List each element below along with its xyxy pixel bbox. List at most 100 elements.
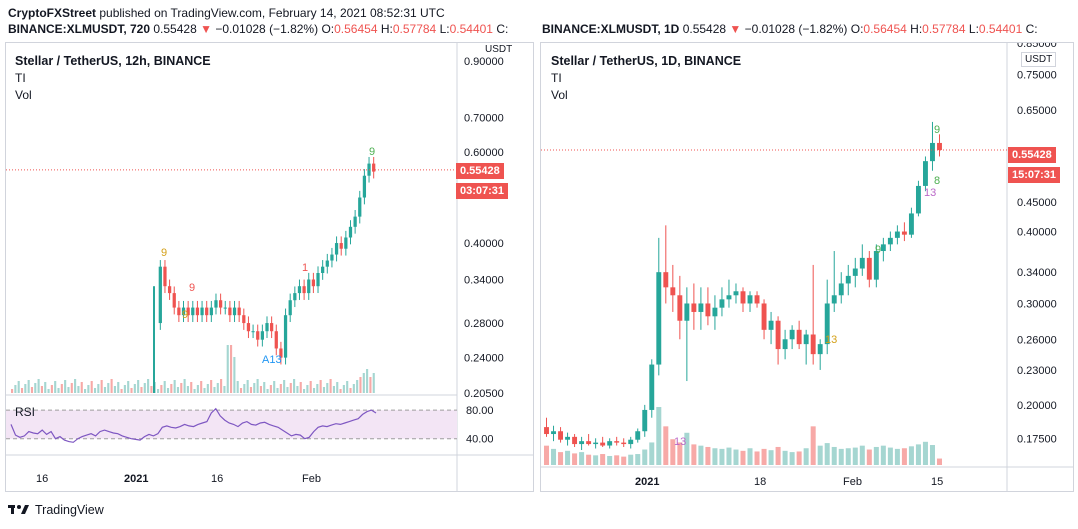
left-y-tick-label: 0.40000	[464, 238, 504, 250]
left-candle-body	[167, 286, 172, 294]
right-candle-body	[733, 291, 739, 296]
left-volume-bar	[93, 388, 97, 393]
left-volume-bar	[226, 345, 229, 393]
left-candle-body	[256, 331, 260, 340]
right-chart-panel[interactable]: 0.85000 0.75000 0.65000 0.45000 0.40000 0.340…	[540, 42, 1074, 492]
right-volume-bar	[845, 448, 851, 465]
left-volume-bar	[44, 382, 47, 393]
right-candle-body	[761, 303, 767, 330]
left-candle-body	[339, 243, 343, 249]
left-chart-title: Stellar / TetherUS, 12h, BINANCE	[15, 54, 211, 68]
left-volume-bar	[369, 377, 372, 393]
right-ti-annotation: 13	[924, 187, 936, 199]
right-volume-bar	[838, 448, 844, 465]
left-candle-body	[307, 279, 311, 294]
left-chart-panel[interactable]: 0.90000 0.70000 0.60000 0.40000 0.34000 0.280…	[5, 42, 534, 492]
right-candle-body	[677, 295, 683, 321]
right-candle-body	[607, 441, 613, 446]
left-volume-bar	[303, 389, 306, 393]
right-volume-bar	[565, 450, 571, 465]
left-rsi-tick-label: 80.00	[466, 405, 494, 417]
right-indicator-vol[interactable]: Vol	[551, 88, 568, 102]
left-volume-bar	[220, 379, 223, 393]
left-low-label: L:	[439, 22, 450, 36]
right-volume-bar	[614, 455, 620, 465]
right-candle-body	[873, 251, 879, 280]
left-y-tick-label: 0.24000	[464, 353, 504, 365]
right-volume-bar	[684, 432, 690, 465]
right-indicator-ti[interactable]: TI	[551, 71, 562, 85]
right-candle-body	[817, 344, 823, 355]
left-volume-bar	[346, 381, 349, 393]
right-close-label: C:	[1025, 22, 1038, 36]
right-candle-body	[572, 436, 578, 445]
right-candle-body	[551, 431, 556, 435]
left-last-price-tag: 0.55428	[456, 163, 504, 179]
right-high-label: H:	[910, 22, 923, 36]
right-countdown-tag: 15:07:31	[1008, 167, 1061, 183]
right-volume-bar	[775, 446, 781, 465]
right-y-tick-label: 0.30000	[1017, 298, 1057, 310]
left-volume-bar	[196, 385, 199, 393]
right-candle-body	[684, 303, 690, 321]
left-volume-bar	[183, 379, 186, 393]
right-candle-body	[600, 442, 606, 446]
left-volume-bar	[203, 388, 206, 393]
publish-header: CryptoFXStreet published on TradingView.…	[8, 6, 445, 20]
right-high: 0.57784	[922, 22, 966, 36]
left-ti-annotation: 9	[161, 247, 167, 259]
left-volume-bar	[193, 389, 196, 393]
left-down-arrow-icon: ▼	[200, 22, 212, 36]
left-candle-body	[265, 323, 269, 332]
right-volume-bar	[656, 407, 662, 465]
left-volume-bar	[216, 383, 219, 393]
right-volume-bar	[803, 448, 809, 465]
left-candle-body	[172, 293, 176, 308]
right-candle-body	[782, 339, 788, 350]
right-candle-body	[866, 257, 872, 280]
left-high-label: H:	[380, 22, 393, 36]
right-candle-body	[642, 409, 648, 432]
right-volume-bar	[649, 442, 655, 465]
tradingview-logo-icon[interactable]	[8, 504, 30, 516]
right-chart-canvas[interactable]: 0.85000 0.75000 0.65000 0.45000 0.40000 0.340…	[541, 43, 1073, 491]
right-open: 0.56454	[863, 22, 907, 36]
left-volume-bar	[166, 388, 170, 393]
left-rsi-label[interactable]: RSI	[15, 405, 36, 419]
right-candle-body	[754, 295, 760, 304]
left-volume-bar	[279, 384, 282, 393]
right-currency-label: USDT	[1021, 52, 1057, 67]
left-candle-body	[200, 307, 204, 316]
left-indicator-ti[interactable]: TI	[15, 71, 26, 85]
left-volume-bar	[110, 379, 113, 393]
left-volume-bar	[356, 380, 359, 393]
right-candle-body	[887, 237, 893, 245]
left-chart-canvas[interactable]: 0.90000 0.70000 0.60000 0.40000 0.34000 0.280…	[6, 43, 533, 491]
left-volume-bar	[57, 388, 60, 393]
right-ti-annotation: 13	[825, 334, 837, 346]
right-volume-bar	[621, 456, 627, 465]
left-volume-bar	[186, 386, 189, 393]
right-ti-annotation: 9	[934, 124, 940, 136]
left-x-tick-label: 2021	[124, 473, 148, 485]
left-volume-bar	[253, 383, 256, 393]
left-volume-bar	[90, 381, 93, 393]
left-y-tick-label: 0.20500	[464, 388, 504, 400]
footer-brand[interactable]: TradingView	[35, 503, 104, 517]
left-open: 0.56454	[334, 22, 378, 36]
publisher-name[interactable]: CryptoFXStreet	[8, 6, 97, 20]
left-volume-bar	[160, 385, 163, 393]
left-candle-body	[260, 331, 264, 340]
right-candle-body	[691, 303, 697, 312]
left-volume-bar	[140, 387, 143, 393]
right-candle-body	[908, 213, 914, 235]
left-rsi-line	[10, 407, 377, 443]
right-volume-bar	[558, 452, 564, 465]
left-volume-bar	[296, 386, 299, 393]
left-volume-bar	[60, 384, 63, 393]
left-indicator-vol[interactable]: Vol	[15, 88, 32, 102]
right-candle-body	[930, 142, 935, 162]
right-volume-bar	[670, 439, 676, 465]
left-candle-body	[358, 197, 362, 217]
left-volume-bar	[64, 380, 67, 393]
